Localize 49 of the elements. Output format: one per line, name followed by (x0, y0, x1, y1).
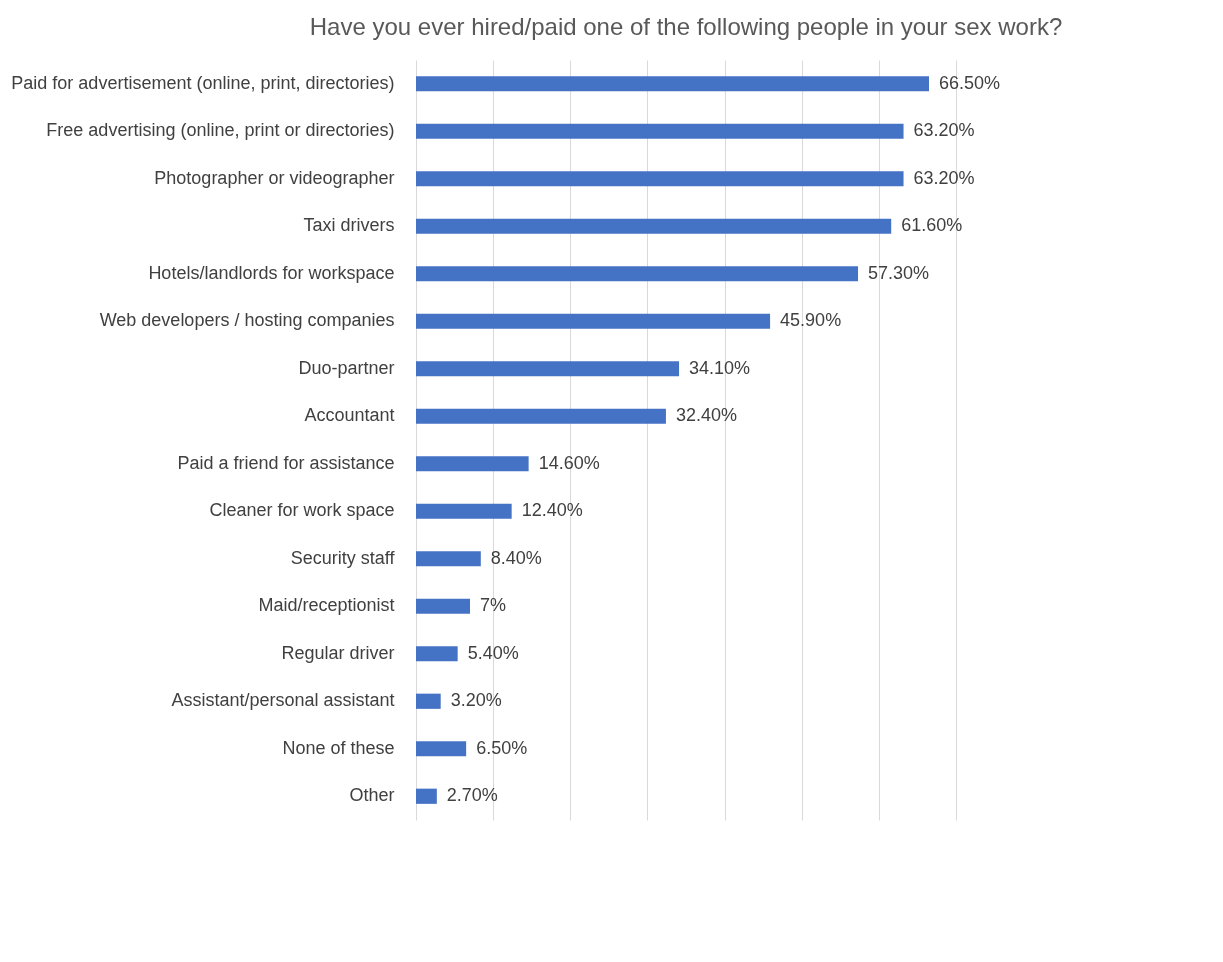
bar (416, 76, 929, 92)
data-label: 57.30% (868, 262, 930, 283)
bar (416, 693, 441, 709)
chart-title: Have you ever hired/paid one of the following people in your sex work? (309, 13, 1063, 40)
y-tick-label: None of these (282, 737, 395, 758)
bar (416, 503, 512, 519)
data-label: 61.60% (901, 215, 963, 236)
data-label: 2.70% (446, 785, 498, 806)
y-tick-label: Maid/receptionist (258, 595, 395, 616)
bar (416, 456, 529, 472)
y-tick-label: Other (349, 785, 395, 806)
bar (416, 123, 904, 139)
y-tick-label: Taxi drivers (303, 215, 395, 236)
data-label: 8.40% (490, 547, 542, 568)
data-label: 63.20% (913, 167, 975, 188)
y-tick-label: Duo-partner (298, 357, 395, 378)
y-tick-label: Free advertising (online, print or directories) (46, 120, 395, 141)
data-label: 3.20% (450, 690, 502, 711)
bar (416, 551, 481, 567)
bar (416, 598, 470, 614)
y-tick-label: Cleaner for work space (209, 500, 395, 521)
bar (416, 408, 666, 424)
y-tick-label: Web developers / hosting companies (99, 310, 395, 331)
y-tick-label: Photographer or videographer (154, 167, 395, 188)
data-label: 6.50% (476, 737, 528, 758)
y-tick-label: Regular driver (281, 642, 395, 663)
bar (416, 313, 771, 329)
y-tick-label: Paid for advertisement (online, print, directories) (11, 72, 395, 93)
bar (416, 266, 859, 282)
data-label: 32.40% (675, 405, 738, 426)
y-tick-label: Assistant/personal assistant (171, 690, 395, 711)
bar (416, 741, 467, 757)
data-label: 45.90% (780, 310, 842, 331)
data-label: 34.10% (689, 357, 751, 378)
y-tick-label: Accountant (304, 405, 395, 426)
bar (416, 788, 437, 804)
y-tick-label: Paid a friend for assistance (177, 452, 395, 473)
bar (416, 171, 904, 187)
data-label: 14.60% (538, 452, 600, 473)
data-label: 63.20% (913, 120, 975, 141)
bar (416, 218, 892, 234)
bar (416, 361, 680, 377)
data-label: 66.50% (939, 72, 1001, 93)
y-tick-label: Hotels/landlords for workspace (148, 262, 395, 283)
y-tick-label: Security staff (290, 547, 396, 568)
data-label: 12.40% (521, 500, 583, 521)
data-label: 7% (480, 595, 507, 616)
bar (416, 646, 458, 662)
data-label: 5.40% (467, 642, 519, 663)
